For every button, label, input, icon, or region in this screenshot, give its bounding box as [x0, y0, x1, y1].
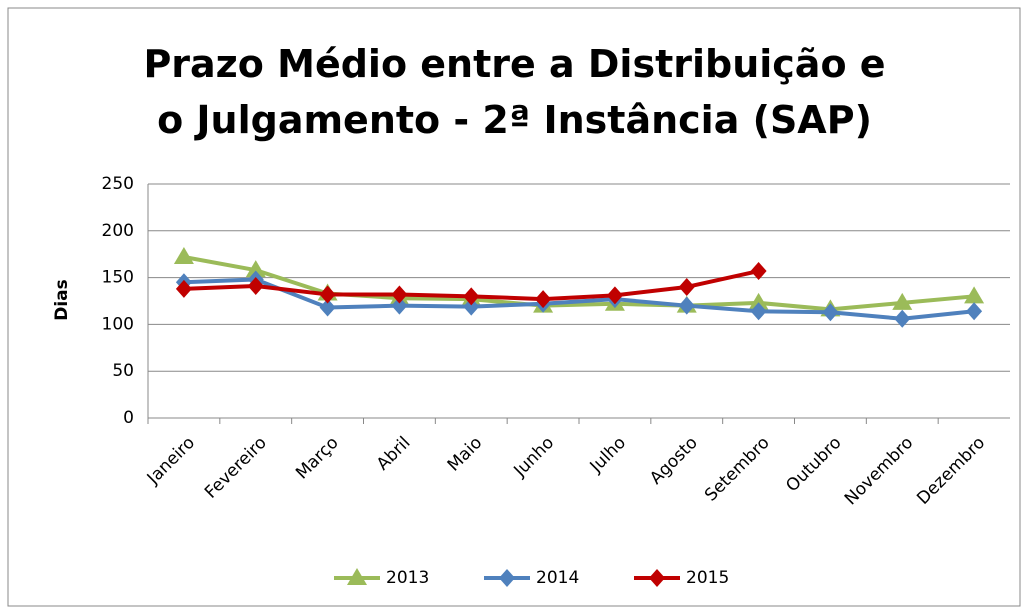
y-tick-label: 50	[112, 361, 134, 381]
data-point	[748, 292, 769, 310]
data-point	[175, 279, 192, 298]
y-tick-label: 100	[102, 314, 134, 334]
data-point	[463, 287, 480, 306]
y-tick-label: 250	[102, 174, 134, 194]
x-tick-label: Novembro	[841, 433, 917, 509]
title-box: Prazo Médio entre a Distribuição e o Jul…	[0, 36, 1029, 148]
data-point	[247, 277, 264, 296]
data-point	[894, 309, 911, 328]
x-tick-label: Dezembro	[913, 433, 989, 509]
x-tick-label: Setembro	[701, 433, 774, 506]
data-point	[606, 286, 623, 305]
data-point	[391, 285, 408, 304]
data-point	[966, 302, 983, 321]
data-point	[319, 285, 336, 304]
series-line	[183, 277, 975, 321]
data-point	[964, 286, 985, 304]
legend-marker	[347, 568, 367, 585]
data-point	[173, 247, 194, 265]
x-tick-label: Abril	[373, 433, 415, 475]
x-tick-label: Julho	[586, 433, 630, 477]
legend-label: 2014	[536, 568, 579, 588]
data-point	[750, 262, 767, 281]
data-point	[750, 302, 767, 321]
data-point	[822, 303, 839, 322]
x-tick-label: Agosto	[646, 433, 702, 489]
data-point	[245, 260, 266, 278]
chart-border	[7, 7, 1021, 607]
y-tick-label: 150	[102, 268, 134, 288]
x-tick-label: Fevereiro	[201, 433, 271, 503]
legend-marker	[649, 569, 665, 587]
y-tick-label: 200	[102, 221, 134, 241]
data-point	[319, 298, 336, 317]
series-line	[183, 255, 975, 312]
data-point	[463, 297, 480, 316]
x-tick-label: Janeiro	[143, 433, 199, 489]
data-point	[391, 296, 408, 315]
legend-marker	[499, 569, 515, 587]
x-tick-label: Junho	[510, 433, 559, 482]
y-tick-label: 0	[123, 408, 134, 428]
x-tick-label: Maio	[444, 433, 487, 476]
data-point	[892, 292, 913, 310]
x-tick-label: Outubro	[782, 433, 845, 496]
legend-label: 2013	[386, 568, 429, 588]
chart-title: Prazo Médio entre a Distribuição e o Jul…	[143, 42, 886, 142]
x-tick-label: Março	[292, 433, 343, 484]
data-point	[678, 277, 695, 296]
y-axis-label: Dias	[52, 279, 72, 321]
data-point	[535, 290, 552, 309]
legend-label: 2015	[686, 568, 729, 588]
data-point	[678, 296, 695, 315]
